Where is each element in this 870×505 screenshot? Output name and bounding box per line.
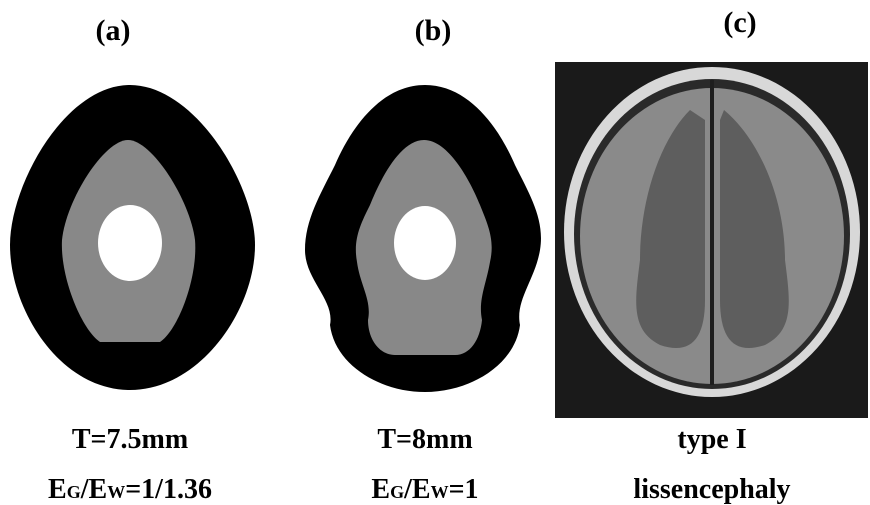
figure: (a) T=7.5mm EG/EW=1/1.36 (b) T=8mm EG/EW… [0, 0, 870, 505]
caption-part: /E [403, 474, 430, 505]
caption-sub: G [67, 482, 81, 502]
core [98, 205, 162, 281]
caption-part: /E [80, 474, 107, 505]
caption-line1: type I [677, 424, 746, 455]
caption-line2: lissencephaly [633, 474, 790, 505]
caption-sub: G [390, 482, 404, 502]
panel-label: (c) [723, 6, 756, 39]
caption-sub: W [107, 482, 125, 502]
caption-line1: T=8mm [377, 424, 472, 455]
caption-sub: W [431, 482, 449, 502]
caption-line2: EG/EW=1 [371, 474, 478, 505]
caption-part: =1 [449, 474, 479, 505]
core [394, 206, 456, 280]
panel-a: (a) T=7.5mm EG/EW=1/1.36 [10, 14, 255, 505]
panel-label: (a) [96, 14, 131, 47]
panel-b: (b) T=8mm EG/EW=1 [305, 14, 541, 505]
caption-part: E [48, 474, 67, 505]
caption-line2: EG/EW=1/1.36 [48, 474, 212, 505]
panel-c: (c) type I lissencephaly [555, 6, 868, 505]
caption-line1: T=7.5mm [72, 424, 188, 455]
caption-part: =1/1.36 [125, 474, 212, 505]
panel-label: (b) [415, 14, 452, 47]
caption-part: E [371, 474, 390, 505]
